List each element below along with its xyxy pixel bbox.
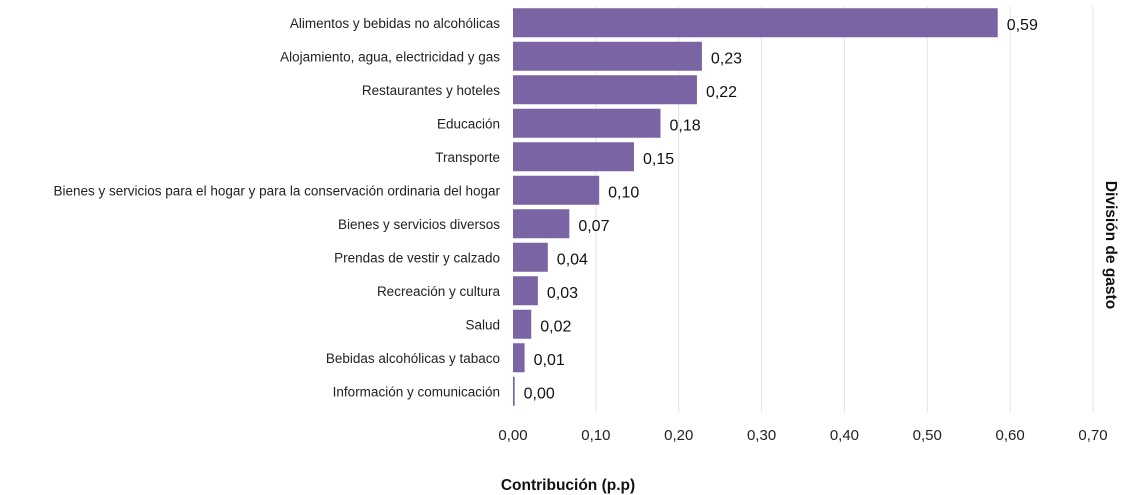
y-axis-title: División de gasto <box>1102 181 1119 309</box>
value-label: 0,59 <box>1007 17 1038 34</box>
bars <box>513 8 998 406</box>
category-label: Bienes y servicios diversos <box>338 217 500 232</box>
category-label: Salud <box>465 317 500 332</box>
bar <box>513 108 661 138</box>
value-label: 0,23 <box>711 50 742 67</box>
x-tick-label: 0,70 <box>1078 427 1107 444</box>
category-label: Educación <box>437 116 500 131</box>
category-labels: Alimentos y bebidas no alcohólicas Alojam… <box>54 16 501 400</box>
x-tick-label: 0,00 <box>498 427 527 444</box>
value-label: 0,10 <box>608 184 639 201</box>
category-label: Información y comunicación <box>333 384 500 399</box>
x-tick-label: 0,10 <box>581 427 610 444</box>
bar <box>513 209 570 239</box>
category-label: Alojamiento, agua, electricidad y gas <box>280 49 500 64</box>
bar <box>513 142 634 172</box>
x-tick-label: 0,30 <box>747 427 776 444</box>
value-label: 0,07 <box>578 218 609 235</box>
value-label: 0,03 <box>547 285 578 302</box>
category-label: Restaurantes y hoteles <box>362 83 500 98</box>
category-label: Alimentos y bebidas no alcohólicas <box>290 16 500 31</box>
x-tick-label: 0,20 <box>664 427 693 444</box>
category-label: Bienes y servicios para el hogar y para … <box>54 183 501 198</box>
value-label: 0,04 <box>557 251 588 268</box>
bar <box>513 343 525 373</box>
bar <box>513 376 515 406</box>
value-label: 0,15 <box>643 151 674 168</box>
category-label: Prendas de vestir y calzado <box>334 250 500 265</box>
value-label: 0,18 <box>669 117 700 134</box>
value-label: 0,00 <box>524 385 555 402</box>
x-axis-ticks: 0,00 0,10 0,20 0,30 0,40 0,50 0,60 0,70 <box>498 427 1107 444</box>
category-label: Transporte <box>435 150 500 165</box>
value-label: 0,02 <box>540 318 571 335</box>
value-label: 0,22 <box>706 84 737 101</box>
bar <box>513 41 702 71</box>
bar <box>513 8 998 38</box>
value-labels: 0,59 0,23 0,22 0,18 0,150,10 0,07 0,04 0,03 0,02… <box>524 17 1038 403</box>
bar <box>513 75 697 105</box>
bar <box>513 309 532 339</box>
gridlines <box>595 6 1094 412</box>
x-tick-label: 0,60 <box>996 427 1025 444</box>
value-label: 0,01 <box>534 352 565 369</box>
bar <box>513 276 538 306</box>
category-label: Bebidas alcohólicas y tabaco <box>326 351 500 366</box>
x-tick-label: 0,50 <box>913 427 942 444</box>
x-axis-title: Contribución (p.p) <box>501 477 635 494</box>
category-label: Recreación y cultura <box>377 284 501 299</box>
bar <box>513 175 600 205</box>
bar <box>513 242 548 272</box>
x-tick-label: 0,40 <box>830 427 859 444</box>
